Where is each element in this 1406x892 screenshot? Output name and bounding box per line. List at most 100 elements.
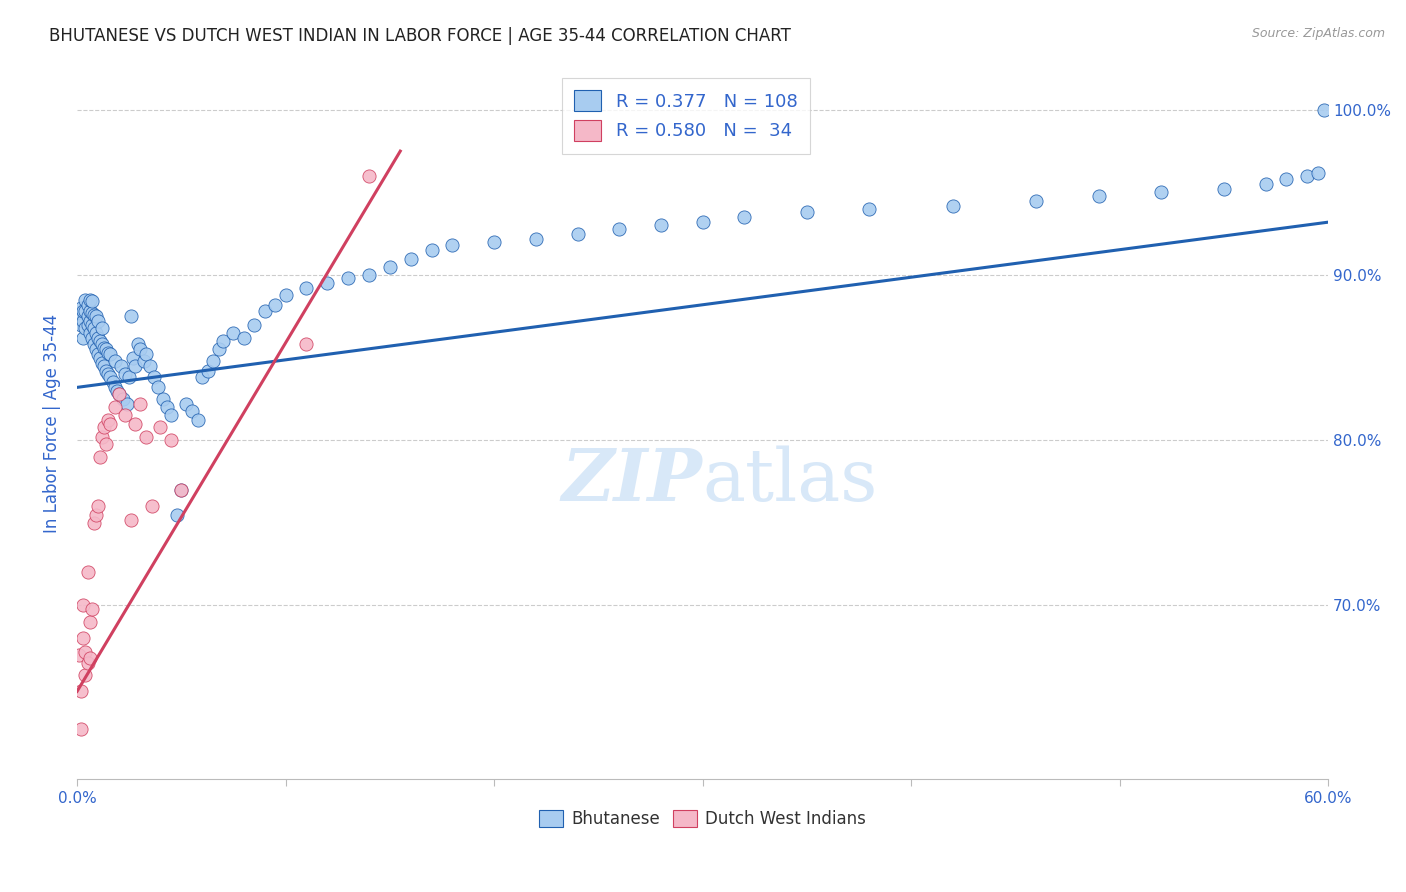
Point — [120, 512, 142, 526]
Point — [72, 304, 94, 318]
Point — [80, 306, 103, 320]
Point — [357, 169, 380, 183]
Point — [79, 615, 101, 629]
Point — [141, 500, 163, 514]
Point — [420, 244, 443, 258]
Point — [607, 221, 630, 235]
Point — [76, 318, 98, 332]
Point — [76, 566, 98, 580]
Point — [115, 397, 138, 411]
Point — [87, 314, 110, 328]
Text: Source: ZipAtlas.com: Source: ZipAtlas.com — [1251, 27, 1385, 40]
Point — [83, 516, 105, 530]
Point — [67, 310, 90, 324]
Point — [89, 351, 111, 365]
Point — [796, 205, 818, 219]
Point — [79, 326, 101, 340]
Text: ZIP: ZIP — [562, 445, 703, 516]
Point — [149, 420, 172, 434]
Point — [124, 359, 146, 373]
Point — [170, 483, 193, 497]
Point — [152, 392, 174, 406]
Point — [264, 298, 287, 312]
Point — [212, 334, 235, 348]
Point — [441, 238, 464, 252]
Point — [201, 354, 224, 368]
Point — [87, 347, 110, 361]
Point — [80, 331, 103, 345]
Point — [79, 293, 101, 307]
Point — [84, 326, 107, 340]
Point — [337, 271, 360, 285]
Point — [180, 403, 202, 417]
Point — [378, 260, 401, 274]
Point — [124, 417, 146, 431]
Point — [524, 232, 547, 246]
Point — [72, 599, 94, 613]
Point — [110, 359, 132, 373]
Point — [100, 370, 122, 384]
Point — [858, 202, 880, 216]
Point — [567, 227, 589, 241]
Point — [253, 304, 276, 318]
Point — [83, 337, 105, 351]
Point — [72, 632, 94, 646]
Point — [295, 281, 318, 295]
Point — [70, 723, 93, 737]
Point — [80, 601, 103, 615]
Point — [120, 310, 142, 324]
Point — [75, 304, 97, 318]
Point — [83, 321, 105, 335]
Point — [1087, 188, 1109, 202]
Point — [96, 436, 118, 450]
Point — [79, 651, 101, 665]
Point — [316, 277, 339, 291]
Point — [70, 684, 93, 698]
Point — [170, 483, 193, 497]
Point — [96, 343, 118, 357]
Point — [104, 354, 127, 368]
Point — [100, 417, 122, 431]
Point — [100, 347, 122, 361]
Point — [97, 413, 120, 427]
Point — [111, 392, 134, 406]
Legend: Bhutanese, Dutch West Indians: Bhutanese, Dutch West Indians — [533, 803, 873, 835]
Point — [84, 343, 107, 357]
Point — [128, 343, 150, 357]
Point — [93, 341, 115, 355]
Point — [399, 252, 422, 266]
Point — [1212, 182, 1234, 196]
Point — [1306, 165, 1329, 179]
Point — [232, 331, 254, 345]
Point — [89, 450, 111, 464]
Point — [79, 314, 101, 328]
Point — [128, 397, 150, 411]
Point — [132, 354, 155, 368]
Text: atlas: atlas — [703, 445, 877, 516]
Point — [1254, 177, 1277, 191]
Point — [72, 331, 94, 345]
Text: BHUTANESE VS DUTCH WEST INDIAN IN LABOR FORCE | AGE 35-44 CORRELATION CHART: BHUTANESE VS DUTCH WEST INDIAN IN LABOR … — [49, 27, 792, 45]
Point — [143, 370, 166, 384]
Point — [75, 293, 97, 307]
Point — [274, 288, 297, 302]
Point — [91, 321, 114, 335]
Point — [1275, 172, 1298, 186]
Point — [80, 294, 103, 309]
Point — [76, 310, 98, 324]
Point — [93, 420, 115, 434]
Point — [76, 657, 98, 671]
Point — [91, 355, 114, 369]
Point — [91, 337, 114, 351]
Point — [75, 321, 97, 335]
Point — [1296, 169, 1319, 183]
Point — [243, 318, 266, 332]
Point — [101, 376, 124, 390]
Point — [135, 347, 157, 361]
Point — [1025, 194, 1047, 208]
Point — [197, 364, 219, 378]
Point — [160, 434, 183, 448]
Point — [104, 380, 127, 394]
Point — [105, 384, 128, 398]
Point — [93, 359, 115, 373]
